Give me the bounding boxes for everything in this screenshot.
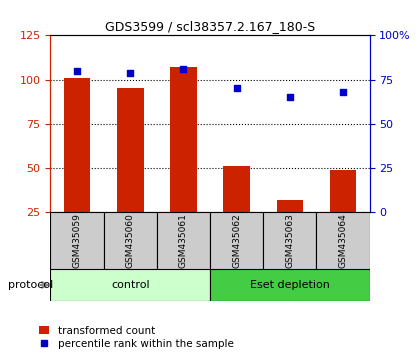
Bar — [276, 200, 303, 257]
Bar — [104, 212, 157, 269]
Text: control: control — [111, 280, 150, 290]
Bar — [117, 88, 144, 257]
Bar — [157, 212, 210, 269]
Point — [74, 68, 80, 74]
Text: protocol: protocol — [8, 280, 54, 290]
Bar — [316, 212, 370, 269]
Bar — [210, 269, 370, 301]
Bar — [64, 78, 90, 257]
Bar — [50, 269, 210, 301]
Text: GSM435063: GSM435063 — [285, 213, 294, 268]
Point — [340, 89, 346, 95]
Bar — [210, 212, 263, 269]
Bar — [223, 166, 250, 257]
Point — [286, 95, 293, 100]
Point — [233, 86, 240, 91]
Point — [180, 66, 187, 72]
Text: Eset depletion: Eset depletion — [250, 280, 330, 290]
Bar — [170, 67, 197, 257]
Text: GSM435061: GSM435061 — [179, 213, 188, 268]
Bar — [330, 170, 356, 257]
Text: GSM435059: GSM435059 — [73, 213, 81, 268]
Point — [127, 70, 134, 75]
Bar — [263, 212, 316, 269]
Bar — [50, 212, 104, 269]
Text: GSM435060: GSM435060 — [126, 213, 135, 268]
Title: GDS3599 / scl38357.2.167_180-S: GDS3599 / scl38357.2.167_180-S — [105, 20, 315, 33]
Legend: transformed count, percentile rank within the sample: transformed count, percentile rank withi… — [39, 326, 234, 349]
Text: GSM435062: GSM435062 — [232, 213, 241, 268]
Text: GSM435064: GSM435064 — [339, 213, 347, 268]
